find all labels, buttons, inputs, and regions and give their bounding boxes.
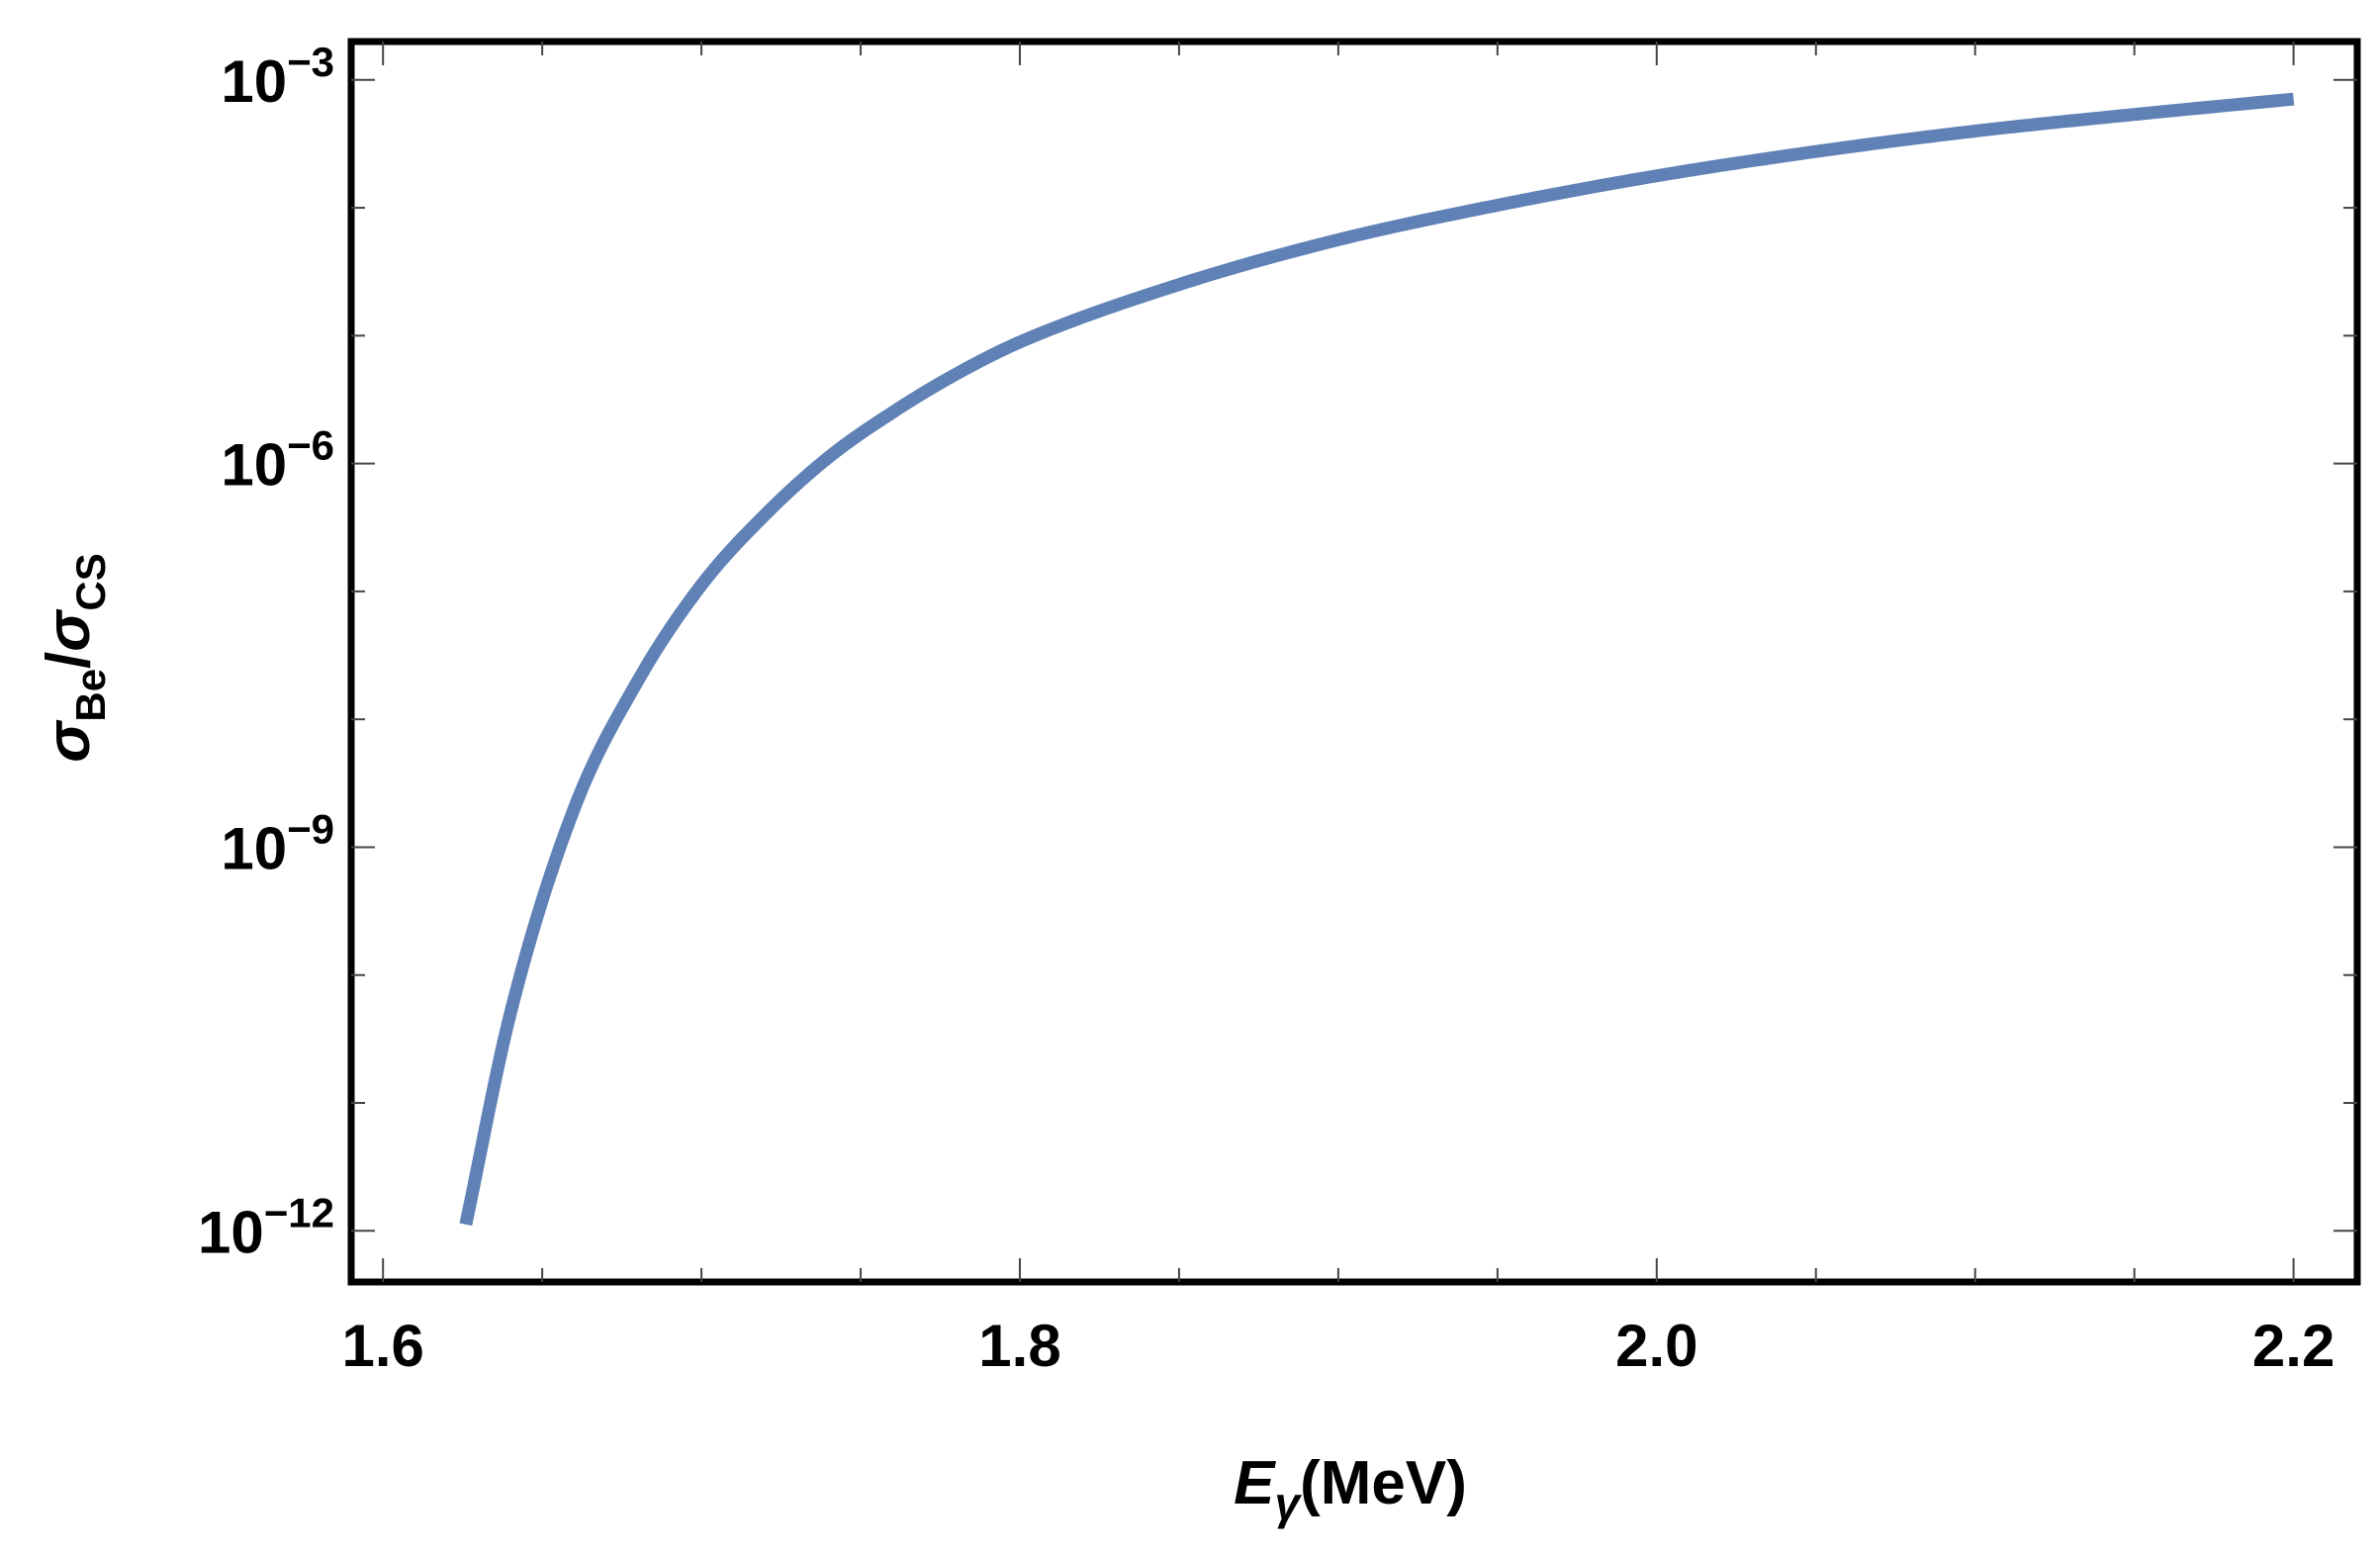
x-tick-label: 2.2 bbox=[2252, 1313, 2334, 1379]
y-tick-label: 10−9 bbox=[221, 805, 334, 881]
x-tick-label: 1.6 bbox=[341, 1313, 423, 1379]
x-tick-label: 1.8 bbox=[978, 1313, 1060, 1379]
series-line bbox=[459, 92, 2295, 1227]
y-tick-labels: 10−12 10−9 10−6 10−3 bbox=[198, 39, 334, 1266]
plot-frame bbox=[347, 38, 2361, 1286]
x-tick-labels: 1.6 1.8 2.0 2.2 bbox=[341, 1313, 2334, 1379]
minor-ticks bbox=[351, 42, 2357, 1282]
y-tick-label: 10−6 bbox=[221, 422, 334, 499]
x-axis-title: Eγ(MeV) bbox=[1234, 1449, 1467, 1529]
x-tick-label: 2.0 bbox=[1615, 1313, 1697, 1379]
y-tick-label: 10−3 bbox=[221, 39, 334, 115]
series-layer bbox=[459, 92, 2295, 1227]
y-tick-label: 10−12 bbox=[198, 1189, 334, 1265]
major-ticks bbox=[351, 42, 2357, 1282]
y-axis-title: σBe/σCS bbox=[35, 553, 114, 763]
